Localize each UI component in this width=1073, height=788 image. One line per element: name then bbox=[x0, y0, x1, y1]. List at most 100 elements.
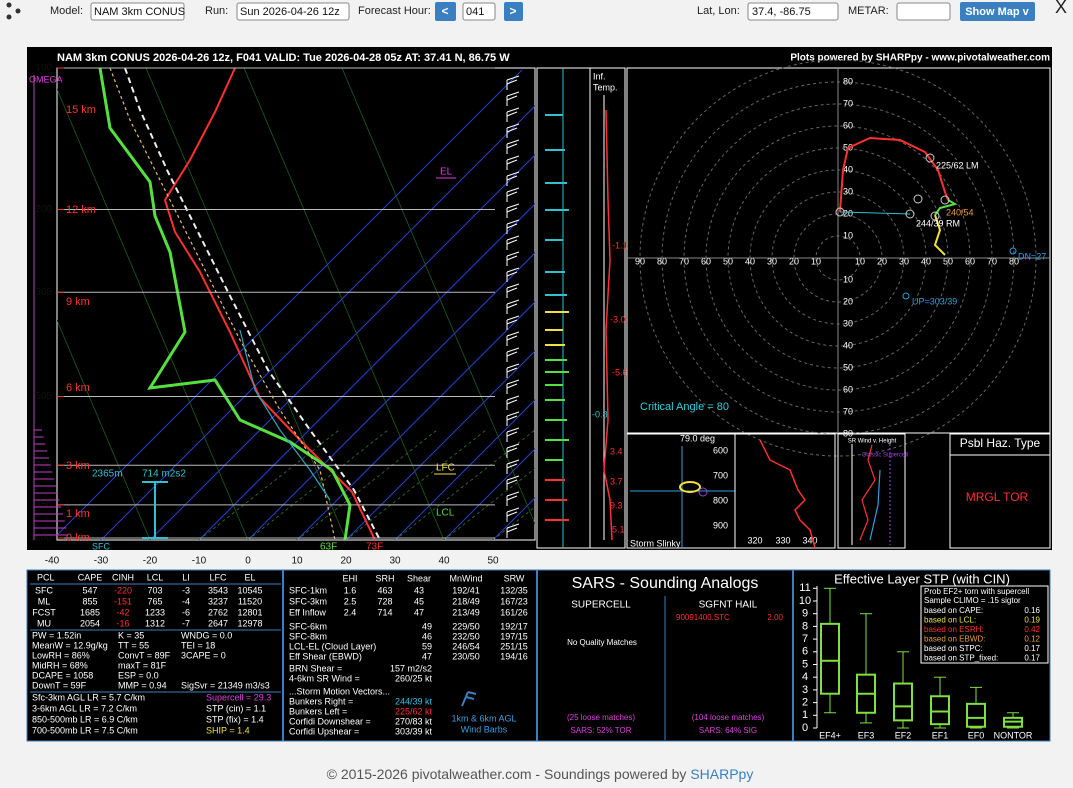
label: METAR: bbox=[848, 5, 889, 17]
wind-barb bbox=[506, 463, 518, 469]
wind-barb bbox=[506, 447, 518, 453]
temp-tick-label: 0 bbox=[245, 556, 251, 567]
metar-input[interactable] bbox=[896, 2, 951, 21]
shear-cell: 59 bbox=[422, 641, 432, 651]
stp-tick-label: 1 bbox=[802, 709, 808, 721]
sfc-label: SFC bbox=[92, 541, 111, 551]
hodo-ring-label: 70 bbox=[843, 98, 853, 108]
kinematic-cell: 463 bbox=[377, 585, 392, 595]
wind-barb bbox=[506, 75, 520, 81]
next-button[interactable] bbox=[504, 2, 523, 21]
shear-cell: Eff Shear (EBWD) bbox=[289, 651, 362, 661]
shear-cell: 192/17 bbox=[500, 621, 528, 631]
stp-legend-label: based on STPC: bbox=[924, 644, 983, 653]
hour-select[interactable] bbox=[462, 2, 496, 21]
theta-pressure-label: 600 bbox=[713, 445, 728, 455]
wind-barb bbox=[506, 411, 520, 417]
hodo-marker bbox=[913, 194, 923, 204]
height-label: 0 km bbox=[66, 532, 90, 544]
temp-tick-label: 10 bbox=[291, 556, 303, 567]
motion-label: Corfidi Upshear = bbox=[289, 726, 359, 736]
kinematic-cell: SFC-3km bbox=[289, 596, 327, 606]
hodo-ring-label: 60 bbox=[843, 120, 853, 130]
thermo-cell: -4 bbox=[182, 596, 190, 606]
wind-barb bbox=[506, 127, 518, 133]
brn-value: 260/25 kt bbox=[395, 673, 433, 683]
thermo-cell: 765 bbox=[147, 596, 162, 606]
slinky-loop bbox=[698, 487, 708, 497]
share-icon bbox=[6, 2, 12, 8]
kinematic-cell: 218/49 bbox=[452, 596, 480, 606]
thermo-cell: -220 bbox=[114, 585, 132, 595]
hodo-marker bbox=[930, 211, 940, 221]
footer: © 2015-2026 pivotalweather.com - Soundin… bbox=[327, 766, 754, 782]
thermo-cell: -3 bbox=[182, 585, 190, 595]
prev-button[interactable] bbox=[435, 2, 456, 21]
hodo-marker bbox=[925, 153, 935, 163]
height-label: 6 km bbox=[66, 382, 90, 394]
index-cell: TT = 55 bbox=[118, 640, 149, 650]
upshear: UP=303/39 bbox=[912, 296, 957, 306]
thermo-header: EL bbox=[244, 572, 255, 582]
show-map-button[interactable] bbox=[960, 2, 1035, 21]
hodo-ring-label: 70 bbox=[843, 406, 853, 416]
credit: Plots powered by SHARPpy - www.pivotalwe… bbox=[790, 53, 1050, 64]
sfc-temp: 73F bbox=[366, 542, 383, 553]
hodo-ring-label: 10 bbox=[811, 256, 821, 266]
footer-link[interactable]: SHARPpy bbox=[690, 766, 753, 782]
shear-cell: 197/15 bbox=[500, 631, 528, 641]
motion-value: 225/62 kt bbox=[395, 706, 433, 716]
wind-barb bbox=[506, 331, 520, 337]
hodo-ring-label: 20 bbox=[789, 256, 799, 266]
model-select[interactable] bbox=[90, 2, 185, 21]
hodo-ring-label: 40 bbox=[745, 256, 755, 266]
critical-angle: Critical Angle = 80 bbox=[640, 401, 729, 413]
sfc-dewpoint: 63F bbox=[320, 542, 337, 553]
inferred-title: Inf. bbox=[593, 71, 606, 81]
kinematic-cell: Eff Inflow bbox=[289, 607, 326, 617]
thermo-cell: -16 bbox=[116, 618, 129, 628]
run-value: Sun 2026-04-26 12z bbox=[240, 6, 340, 18]
temp-tick-label: 50 bbox=[487, 556, 499, 567]
wind-barb bbox=[506, 287, 518, 293]
isotherm bbox=[198, 203, 535, 540]
index-cell: MMP = 0.94 bbox=[118, 680, 167, 690]
wind-barb bbox=[506, 171, 520, 177]
wind-barb bbox=[506, 319, 518, 325]
latlon-input[interactable] bbox=[747, 2, 839, 21]
sars-loose: (25 loose matches) bbox=[567, 713, 635, 722]
motion-value: 303/39 kt bbox=[395, 726, 433, 736]
pressure-label: 300 bbox=[35, 287, 52, 298]
srwind-profile bbox=[869, 469, 881, 541]
thermo-cell: -42 bbox=[116, 607, 129, 617]
wind-barb bbox=[506, 511, 518, 517]
next-label: > bbox=[509, 4, 516, 18]
stp-title: Effective Layer STP (with CIN) bbox=[834, 571, 1010, 586]
wind-barb bbox=[506, 283, 520, 289]
hodo-ring-label: 30 bbox=[843, 318, 853, 328]
thermo-cell: FCST bbox=[32, 607, 56, 617]
stp-tick-label: 3 bbox=[802, 684, 808, 696]
hodo-ring-label: 10 bbox=[855, 256, 865, 266]
wind-barb bbox=[506, 367, 518, 373]
thermo-header: LCL bbox=[147, 572, 164, 582]
pressure-label: 1000 bbox=[30, 533, 53, 544]
close-button[interactable]: X bbox=[1055, 0, 1067, 17]
wind-barb bbox=[506, 175, 518, 181]
hour-value: 041 bbox=[466, 6, 484, 18]
pressure-label: 500 bbox=[35, 391, 52, 402]
wind-barb bbox=[506, 239, 518, 245]
temp-tick-label: 20 bbox=[340, 556, 352, 567]
pressure-label: 850 bbox=[35, 499, 52, 510]
label: Model: bbox=[50, 5, 83, 17]
run-select[interactable] bbox=[236, 2, 350, 21]
slinky-angle: 79.0 deg bbox=[680, 433, 715, 443]
thermo-header: LFC bbox=[209, 572, 227, 582]
thermo-cell: 1233 bbox=[145, 607, 165, 617]
height-label: 3 km bbox=[66, 460, 90, 472]
sars-hail: SGFNT HAIL bbox=[699, 600, 758, 611]
barb-icon bbox=[467, 691, 477, 695]
srwind-profile bbox=[859, 444, 876, 541]
main-panel bbox=[27, 47, 1052, 550]
wind-barb bbox=[506, 523, 520, 529]
